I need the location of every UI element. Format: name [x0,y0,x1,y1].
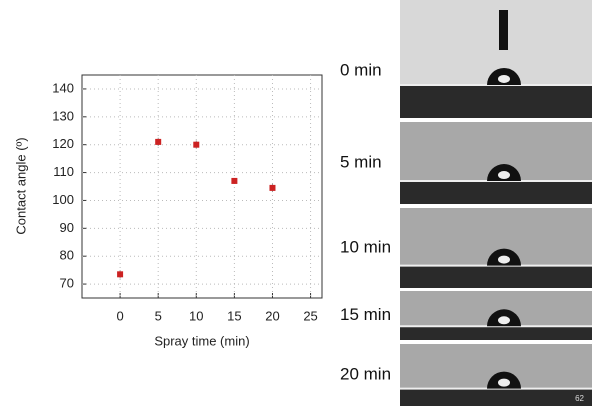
droplet-highlight [498,255,510,264]
photo-surface [400,265,592,288]
x-tick-label: 15 [227,308,241,323]
y-tick-label: 80 [60,248,74,263]
droplet-highlight [498,316,510,325]
y-tick-label: 90 [60,220,74,235]
y-tick-label: 120 [52,136,74,151]
droplet-highlight [498,74,510,83]
needle [499,10,508,50]
droplet-highlight [498,171,510,180]
image-label: 5 min [340,152,382,171]
y-tick-label: 130 [52,108,74,123]
photo-surface [400,326,592,340]
data-point [155,138,162,145]
data-point [269,184,276,191]
x-axis-label: Spray time (min) [154,333,249,348]
x-tick-label: 5 [155,308,162,323]
y-tick-label: 100 [52,192,74,207]
y-tick-label: 70 [60,276,74,291]
y-axis-label: Contact angle (º) [13,137,28,234]
data-point [193,141,200,148]
page-number: 62 [575,394,584,403]
data-point [231,177,238,184]
x-tick-label: 20 [265,308,279,323]
y-tick-label: 140 [52,80,74,95]
photo-surface [400,181,592,204]
image-label: 0 min [340,60,382,79]
x-tick-label: 25 [303,308,317,323]
photo-column [400,0,592,406]
image-label: 15 min [340,305,391,324]
x-tick-label: 0 [116,308,123,323]
image-label: 20 min [340,364,391,383]
x-tick-label: 10 [189,308,203,323]
y-tick-label: 110 [53,164,74,179]
plot-frame [81,74,323,299]
data-point [117,271,124,278]
image-label: 10 min [340,237,391,256]
droplet-highlight [498,378,510,387]
photo-surface [400,388,592,406]
photo-surface [400,84,592,118]
